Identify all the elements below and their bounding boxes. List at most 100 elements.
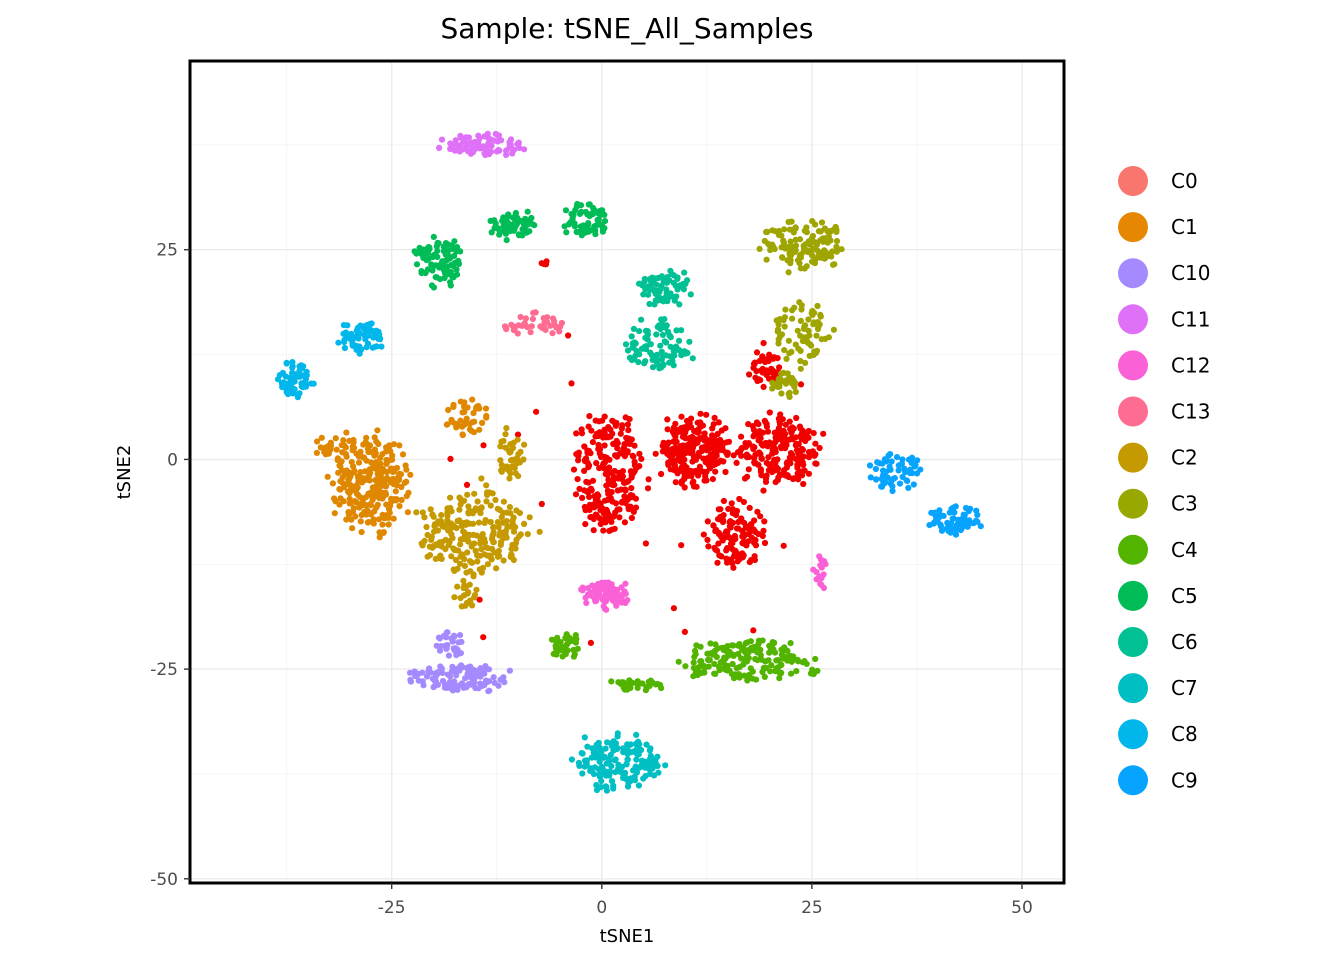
point-c0 xyxy=(714,559,721,566)
point-c0 xyxy=(796,423,804,430)
point-c1 xyxy=(348,516,355,523)
point-c1 xyxy=(370,494,377,501)
point-c6 xyxy=(645,291,652,298)
point-c13 xyxy=(558,319,566,327)
point-c8 xyxy=(356,350,363,357)
point-c0 xyxy=(809,448,817,455)
point-c7 xyxy=(568,756,576,763)
point-c6 xyxy=(631,339,638,346)
point-c2 xyxy=(503,425,510,432)
point-c2 xyxy=(478,475,485,482)
point-c0 xyxy=(746,559,753,566)
point-c6 xyxy=(674,275,681,282)
point-c11 xyxy=(492,130,499,137)
point-c2 xyxy=(465,510,472,517)
point-c0 xyxy=(793,447,801,454)
point-c6 xyxy=(686,338,693,345)
point-c10 xyxy=(467,681,474,688)
point-c11 xyxy=(476,135,483,142)
point-c3 xyxy=(814,325,822,333)
point-c0 xyxy=(698,448,705,455)
point-c3 xyxy=(794,257,802,264)
point-c0 xyxy=(592,497,600,504)
point-c7 xyxy=(595,739,602,746)
point-c0 xyxy=(712,445,719,452)
point-c3 xyxy=(792,388,799,396)
point-c5 xyxy=(422,269,429,277)
point-c1 xyxy=(466,426,474,433)
point-c1 xyxy=(383,460,390,467)
point-c2 xyxy=(461,535,468,543)
point-c6 xyxy=(652,297,659,304)
point-c6 xyxy=(676,347,683,354)
point-c6 xyxy=(676,282,684,289)
point-c11 xyxy=(464,142,471,149)
point-c9 xyxy=(945,522,952,529)
point-c1 xyxy=(355,492,362,499)
point-c10 xyxy=(443,645,450,653)
point-c6 xyxy=(654,361,661,368)
point-c0 xyxy=(762,439,769,447)
point-c2 xyxy=(467,600,474,607)
point-c4 xyxy=(759,637,766,644)
point-c0 xyxy=(731,510,738,517)
point-c8 xyxy=(308,380,315,387)
point-c4 xyxy=(761,673,768,681)
point-c2 xyxy=(496,552,503,560)
point-c3 xyxy=(797,365,804,372)
point-c1 xyxy=(387,465,394,472)
point-c0 xyxy=(604,434,612,441)
point-c6 xyxy=(667,267,674,274)
point-c0 xyxy=(794,464,801,471)
point-c12 xyxy=(603,585,610,592)
point-c9 xyxy=(967,505,974,512)
point-c12 xyxy=(821,558,828,565)
point-c9 xyxy=(873,476,880,483)
point-c0 xyxy=(576,485,583,492)
point-c3 xyxy=(801,336,808,343)
point-c0 xyxy=(712,468,719,475)
point-c7 xyxy=(627,741,634,748)
point-c7 xyxy=(633,756,640,763)
point-c0 xyxy=(715,419,722,426)
point-c0 xyxy=(723,547,730,554)
point-c0 xyxy=(760,527,767,534)
point-c0 xyxy=(766,351,773,358)
point-c6 xyxy=(681,269,688,276)
point-c10 xyxy=(449,663,456,670)
point-c0 xyxy=(538,260,545,267)
point-c8 xyxy=(354,324,361,331)
point-c1 xyxy=(314,438,321,445)
point-c3 xyxy=(785,218,792,226)
point-c4 xyxy=(620,684,627,691)
legend-key-c5 xyxy=(1118,580,1148,611)
point-c10 xyxy=(456,664,463,671)
point-c0 xyxy=(601,497,609,504)
point-c12 xyxy=(610,585,617,592)
point-c5 xyxy=(522,215,529,222)
series-c2 xyxy=(413,425,543,610)
point-c0 xyxy=(678,478,686,485)
point-c2 xyxy=(460,584,467,592)
point-c2 xyxy=(521,441,528,448)
legend-key-c4 xyxy=(1118,534,1148,565)
point-c7 xyxy=(601,753,608,761)
point-c0 xyxy=(684,449,691,456)
point-c12 xyxy=(613,602,620,609)
point-c2 xyxy=(426,543,433,550)
point-c10 xyxy=(452,668,459,675)
point-c3 xyxy=(830,226,838,233)
point-c0 xyxy=(665,439,672,446)
point-c0 xyxy=(715,506,722,513)
series-c7 xyxy=(568,730,669,794)
point-c1 xyxy=(362,439,369,446)
point-c4 xyxy=(729,660,736,668)
point-c9 xyxy=(888,458,895,465)
point-c6 xyxy=(663,290,670,297)
point-c2 xyxy=(428,533,435,540)
point-c1 xyxy=(395,476,402,484)
point-c6 xyxy=(628,333,635,340)
point-c5 xyxy=(440,248,447,255)
point-c0 xyxy=(760,487,767,494)
point-c3 xyxy=(798,251,805,258)
